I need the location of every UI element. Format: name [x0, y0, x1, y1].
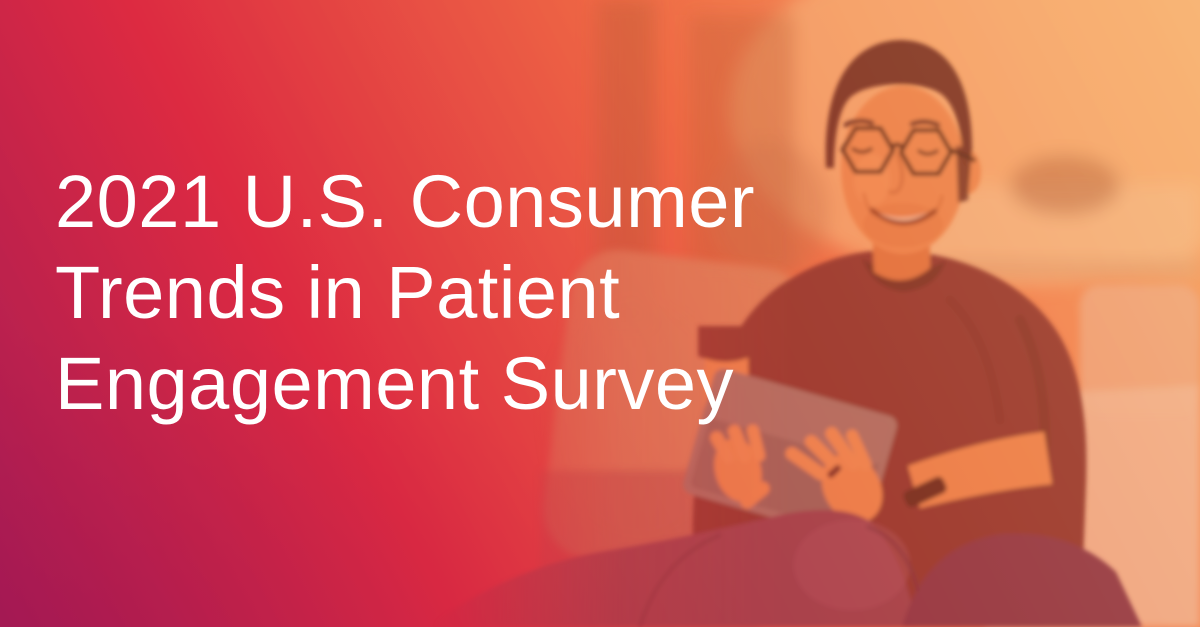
teeth [878, 212, 928, 221]
finger [846, 429, 872, 471]
counter-objects [1010, 155, 1120, 215]
finger [804, 435, 844, 475]
jeans-leg-right [902, 533, 1142, 627]
ring [827, 464, 842, 479]
background-blob [710, 140, 830, 280]
eye-left [851, 147, 873, 154]
glasses-bridge [890, 142, 904, 149]
headline-line-2: Trends in Patient [55, 251, 621, 334]
jeans-seam-2 [638, 533, 722, 627]
eye-right [917, 149, 939, 156]
finger [710, 431, 735, 465]
headline-line-1: 2021 U.S. Consumer [55, 160, 756, 243]
man [428, 40, 1142, 627]
finger [785, 447, 828, 481]
finger [746, 424, 766, 462]
shirt-fold-right [945, 295, 1005, 425]
smile [869, 207, 938, 226]
finger [727, 424, 752, 463]
glasses-temple [948, 147, 977, 163]
finger [825, 427, 860, 471]
knee-highlight [794, 520, 910, 610]
glasses-icon [840, 126, 977, 176]
counter-edge [940, 262, 1200, 274]
nose [888, 154, 905, 195]
eyebrow-left [843, 118, 875, 128]
headline-line-3: Engagement Survey [55, 342, 735, 425]
hand-right [785, 427, 883, 523]
sleeve-left [698, 326, 752, 362]
jeans-seam [866, 525, 920, 592]
glasses-lens-right [898, 128, 954, 176]
headline-title: 2021 U.S. Consumer Trends in Patient Eng… [55, 156, 795, 429]
hair [825, 40, 973, 168]
eyebrow-right [909, 119, 941, 128]
hand-left [710, 424, 770, 509]
wrist-watch [903, 476, 947, 508]
thumb [740, 481, 770, 509]
glasses-lens-left [840, 126, 896, 174]
sofa-back [1080, 285, 1200, 415]
